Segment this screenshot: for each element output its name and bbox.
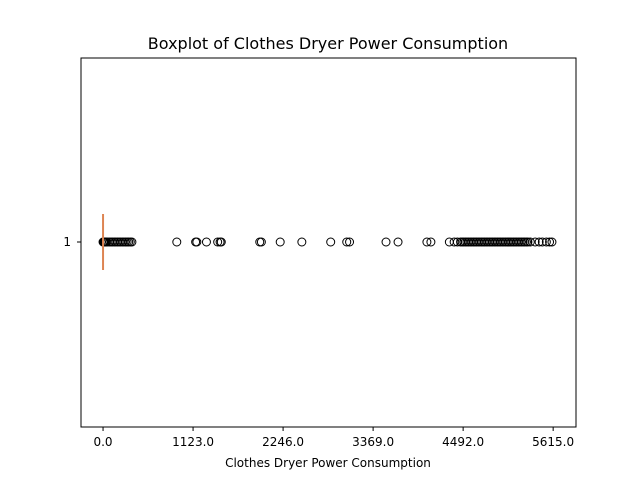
outlier-point — [327, 238, 335, 246]
outlier-point — [382, 238, 390, 246]
outlier-point — [394, 238, 402, 246]
plot-area — [81, 58, 576, 427]
x-tick-label: 2246.0 — [262, 435, 304, 449]
x-axis-label: Clothes Dryer Power Consumption — [225, 456, 431, 470]
x-tick-label: 3369.0 — [352, 435, 394, 449]
y-tick-label: 1 — [63, 235, 71, 249]
outlier-point — [202, 238, 210, 246]
x-tick-label: 5615.0 — [532, 435, 574, 449]
x-tick-label: 0.0 — [93, 435, 112, 449]
outlier-point — [173, 238, 181, 246]
x-tick-label: 1123.0 — [172, 435, 214, 449]
outlier-point — [276, 238, 284, 246]
y-axis-ticks: 1 — [63, 235, 81, 249]
x-axis-ticks: 0.0 1123.0 2246.0 3369.0 4492.0 5615.0 — [93, 427, 574, 449]
chart-title: Boxplot of Clothes Dryer Power Consumpti… — [148, 34, 508, 53]
outlier-point — [445, 238, 453, 246]
outlier-point — [298, 238, 306, 246]
x-tick-label: 4492.0 — [442, 435, 484, 449]
